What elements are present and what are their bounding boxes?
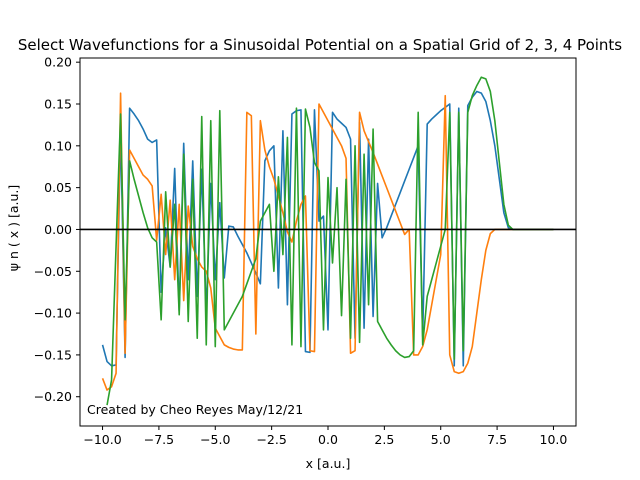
y-axis-label: ψ n ( x ) [a.u.] — [6, 185, 21, 271]
y-tick-label: 0.10 — [44, 138, 72, 153]
chart-title: Select Wavefunctions for a Sinusoidal Po… — [18, 36, 622, 54]
x-axis: −10.0 −7.5 −5.0 −2.5 0.0 2.5 5.0 7.5 10.0 — [83, 426, 567, 447]
y-tick-label: −0.15 — [34, 347, 72, 362]
series-line-3 — [106, 76, 554, 406]
credit-annotation: Created by Cheo Reyes May/12/21 — [87, 402, 303, 417]
x-tick-label: 7.5 — [487, 432, 507, 447]
x-tick-label: −10.0 — [83, 432, 121, 447]
y-tick-label: −0.05 — [34, 264, 72, 279]
y-tick-label: 0.15 — [44, 97, 72, 112]
y-tick-label: −0.20 — [34, 389, 72, 404]
x-tick-label: 2.5 — [374, 432, 394, 447]
x-tick-label: 0.0 — [318, 432, 338, 447]
x-tick-label: 10.0 — [540, 432, 568, 447]
x-tick-label: 5.0 — [431, 432, 451, 447]
plot-area — [79, 57, 577, 427]
x-tick-label: −5.0 — [200, 432, 230, 447]
x-tick-label: −2.5 — [256, 432, 286, 447]
y-tick-label: −0.10 — [34, 306, 72, 321]
y-tick-label: 0.05 — [44, 180, 72, 195]
y-axis: −0.20 −0.15 −0.10 −0.05 0.00 0.05 0.10 0.15 0.20 — [34, 55, 80, 404]
x-tick-label: −7.5 — [144, 432, 174, 447]
y-tick-label: 0.00 — [44, 222, 72, 237]
y-tick-label: 0.20 — [44, 55, 72, 70]
x-axis-label: x [a.u.] — [306, 456, 351, 471]
